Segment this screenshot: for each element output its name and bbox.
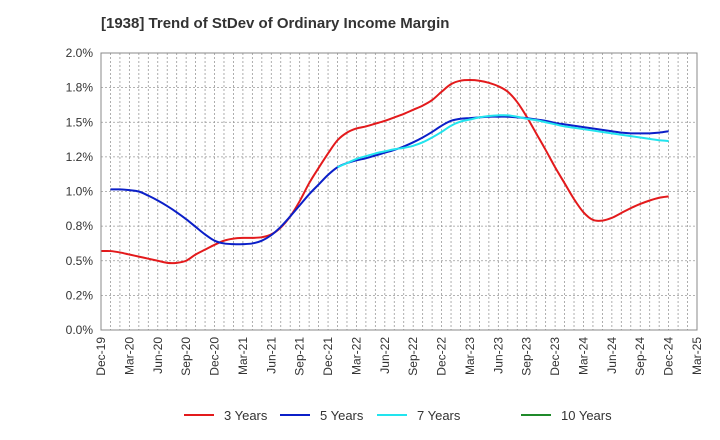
y-tick-label: 0.0%: [66, 323, 94, 337]
y-tick-label: 0.2%: [66, 288, 94, 302]
y-tick-label: 1.2%: [66, 150, 94, 164]
x-tick-label: Mar-23: [463, 337, 477, 375]
chart-title: [1938] Trend of StDev of Ordinary Income…: [101, 15, 449, 32]
x-axis-ticks: Dec-19 Mar-20 Jun-20 Sep-20 Dec-20 Mar-21 Jun-…: [94, 337, 704, 376]
grid: [101, 53, 697, 330]
x-tick-label: Jun-21: [264, 337, 278, 374]
y-tick-label: 1.0%: [66, 185, 94, 199]
x-tick-label: Jun-23: [491, 337, 505, 374]
x-tick-label: Dec-23: [548, 337, 562, 376]
x-tick-label: Dec-22: [435, 337, 449, 376]
legend-label-7-years: 7 Years: [417, 408, 461, 423]
x-tick-label: Mar-25: [690, 337, 704, 375]
x-tick-label: Sep-20: [179, 337, 193, 376]
y-tick-label: 2.0%: [66, 46, 94, 60]
x-tick-label: Mar-21: [236, 337, 250, 375]
y-tick-label: 1.5%: [66, 115, 94, 129]
x-tick-label: Jun-22: [378, 337, 392, 374]
x-tick-label: Sep-22: [406, 337, 420, 376]
y-tick-label: 1.8%: [66, 81, 94, 95]
series-line-5-years: [110, 115, 669, 246]
legend: 3 Years 5 Years 7 Years 10 Years: [184, 408, 612, 423]
x-tick-label: Dec-21: [321, 337, 335, 376]
series-line-3-years: [100, 79, 669, 265]
x-tick-label: Dec-19: [94, 337, 108, 376]
series-lines: [100, 79, 669, 265]
x-tick-label: Dec-20: [208, 337, 222, 376]
x-tick-label: Jun-24: [605, 337, 619, 374]
legend-label-10-years: 10 Years: [561, 408, 612, 423]
legend-label-3-years: 3 Years: [224, 408, 268, 423]
y-axis-ticks: 0.0% 0.2% 0.5% 0.8% 1.0% 1.2% 1.5% 1.8% 2.0%: [66, 46, 94, 337]
plot-area: [100, 52, 698, 331]
x-tick-label: Mar-22: [349, 337, 363, 375]
x-tick-label: Sep-23: [520, 337, 534, 376]
legend-label-5-years: 5 Years: [320, 408, 364, 423]
y-tick-label: 0.8%: [66, 219, 94, 233]
y-tick-label: 0.5%: [66, 254, 94, 268]
x-tick-label: Jun-20: [151, 337, 165, 374]
x-tick-label: Mar-24: [576, 337, 590, 375]
x-tick-label: Mar-20: [122, 337, 136, 375]
series-line-7-years: [337, 114, 669, 169]
x-tick-label: Dec-24: [662, 337, 676, 376]
x-tick-label: Sep-24: [633, 337, 647, 376]
x-tick-label: Sep-21: [293, 337, 307, 376]
